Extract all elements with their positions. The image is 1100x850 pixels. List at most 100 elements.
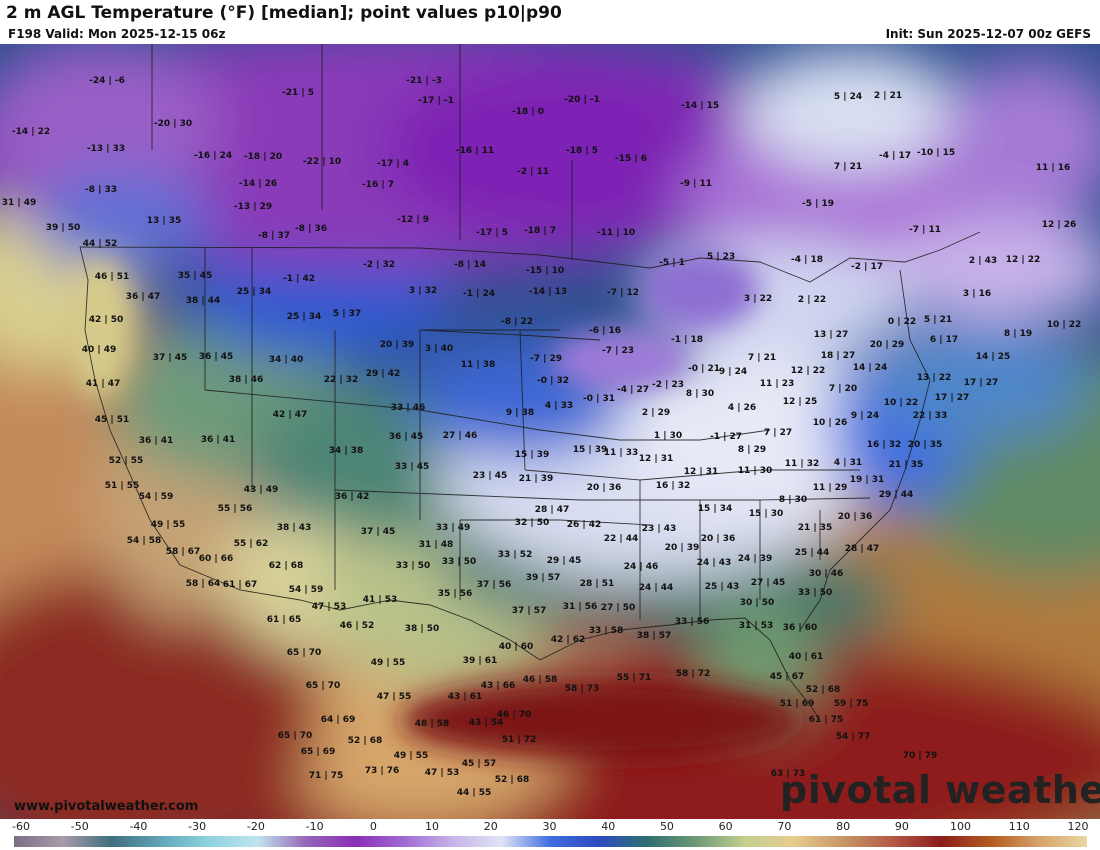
point-value: 36 | 60 — [782, 623, 818, 633]
point-value: 47 | 53 — [424, 768, 460, 778]
point-value: 11 | 32 — [784, 459, 820, 469]
point-value: 20 | 36 — [700, 534, 736, 544]
point-value: 43 | 66 — [480, 681, 516, 691]
point-value: 13 | 35 — [146, 216, 182, 226]
point-value: 18 | 27 — [820, 351, 856, 361]
point-value: 4 | 33 — [544, 401, 574, 411]
point-value: 16 | 32 — [866, 440, 902, 450]
point-value: 32 | 50 — [514, 518, 550, 528]
point-value: 40 | 60 — [498, 642, 534, 652]
point-value: 36 | 45 — [198, 352, 234, 362]
point-value: 65 | 69 — [300, 747, 336, 757]
point-value: 12 | 31 — [683, 467, 719, 477]
point-value: 49 | 55 — [370, 658, 406, 668]
point-value: 39 | 57 — [525, 573, 561, 583]
point-value: 10 | 22 — [883, 398, 919, 408]
point-value: -15 | 6 — [614, 154, 648, 164]
point-value: 11 | 23 — [759, 379, 795, 389]
map-title: 2 m AGL Temperature (°F) [median]; point… — [6, 3, 562, 23]
colorbar-tick: -50 — [70, 820, 89, 833]
colorbar-tick: 60 — [718, 820, 733, 833]
point-value: 3 | 22 — [743, 294, 773, 304]
point-value: 5 | 37 — [332, 309, 362, 319]
point-value: -0 | 32 — [536, 376, 570, 386]
point-value: 20 | 39 — [379, 340, 415, 350]
point-value: 33 | 58 — [588, 626, 624, 636]
point-value: 52 | 55 — [108, 456, 144, 466]
point-value: 20 | 36 — [837, 512, 873, 522]
point-value: 9 | 38 — [505, 408, 535, 418]
point-value: -2 | 11 — [516, 167, 550, 177]
point-value: 55 | 56 — [217, 504, 253, 514]
point-value: 0 | 22 — [887, 317, 917, 327]
point-value: 46 | 51 — [94, 272, 130, 282]
colorbar-tick: -40 — [129, 820, 148, 833]
point-value: -15 | 10 — [525, 266, 565, 276]
colorbar-tick: -20 — [246, 820, 265, 833]
point-value: -1 | 27 — [709, 432, 743, 442]
point-value: 11 | 33 — [603, 448, 639, 458]
point-value: -7 | 11 — [908, 225, 942, 235]
point-value: 34 | 40 — [268, 355, 304, 365]
point-value: 43 | 54 — [468, 718, 504, 728]
point-value: 41 | 47 — [85, 379, 121, 389]
point-value: 13 | 22 — [916, 373, 952, 383]
valid-time: F198 Valid: Mon 2025-12-15 06z — [8, 27, 226, 41]
point-value: 12 | 22 — [790, 366, 826, 376]
point-value: 37 | 57 — [511, 606, 547, 616]
point-value: 36 | 41 — [138, 436, 174, 446]
point-value: 52 | 68 — [494, 775, 530, 785]
point-value: 9 | 24 — [850, 411, 880, 421]
point-value: 47 | 53 — [311, 602, 347, 612]
point-value: 34 | 38 — [328, 446, 364, 456]
point-value: -18 | 0 — [511, 107, 545, 117]
point-value: 24 | 39 — [737, 554, 773, 564]
point-value: 12 | 25 — [782, 397, 818, 407]
point-value: 58 | 64 — [185, 579, 221, 589]
point-value: 11 | 16 — [1035, 163, 1071, 173]
point-value: -17 | -1 — [418, 96, 454, 106]
point-value: 47 | 55 — [376, 692, 412, 702]
point-value: 36 | 42 — [334, 492, 370, 502]
point-value: -14 | 15 — [680, 101, 720, 111]
point-value: 36 | 47 — [125, 292, 161, 302]
colorbar-tick: 0 — [369, 820, 377, 833]
point-value: 8 | 19 — [1003, 329, 1033, 339]
point-value: 58 | 72 — [675, 669, 711, 679]
point-value: 3 | 40 — [424, 344, 454, 354]
point-value: 23 | 43 — [641, 524, 677, 534]
point-value: -4 | 17 — [878, 151, 912, 161]
point-value: -0 | 21 — [687, 364, 721, 374]
point-value: 31 | 56 — [562, 602, 598, 612]
point-value: 8 | 29 — [737, 445, 767, 455]
point-value: 25 | 43 — [704, 582, 740, 592]
point-value: 37 | 45 — [360, 527, 396, 537]
point-value: 16 | 32 — [655, 481, 691, 491]
point-value: 12 | 26 — [1041, 220, 1077, 230]
point-value: 33 | 52 — [497, 550, 533, 560]
point-value: 35 | 56 — [437, 589, 473, 599]
point-value: 61 | 65 — [266, 615, 302, 625]
point-value: 17 | 27 — [934, 393, 970, 403]
point-value: 61 | 67 — [222, 580, 258, 590]
point-value: 52 | 68 — [805, 685, 841, 695]
point-value: 43 | 49 — [243, 485, 279, 495]
point-value: -8 | 33 — [84, 185, 118, 195]
point-value: 25 | 34 — [286, 312, 322, 322]
point-value: 61 | 75 — [808, 715, 844, 725]
point-value: 46 | 58 — [522, 675, 558, 685]
point-value: 5 | 21 — [923, 315, 953, 325]
point-value: 45 | 67 — [769, 672, 805, 682]
point-value: -8 | 37 — [257, 231, 291, 241]
point-value: 11 | 29 — [812, 483, 848, 493]
point-value: 36 | 45 — [388, 432, 424, 442]
point-value: 55 | 71 — [616, 673, 652, 683]
map-background — [0, 44, 1100, 819]
point-value: 21 | 35 — [888, 460, 924, 470]
point-value: 51 | 55 — [104, 481, 140, 491]
point-value: 37 | 45 — [152, 353, 188, 363]
point-value: 54 | 59 — [138, 492, 174, 502]
point-value: 46 | 70 — [496, 710, 532, 720]
point-value: 65 | 70 — [277, 731, 313, 741]
colorbar-tick: 90 — [894, 820, 909, 833]
